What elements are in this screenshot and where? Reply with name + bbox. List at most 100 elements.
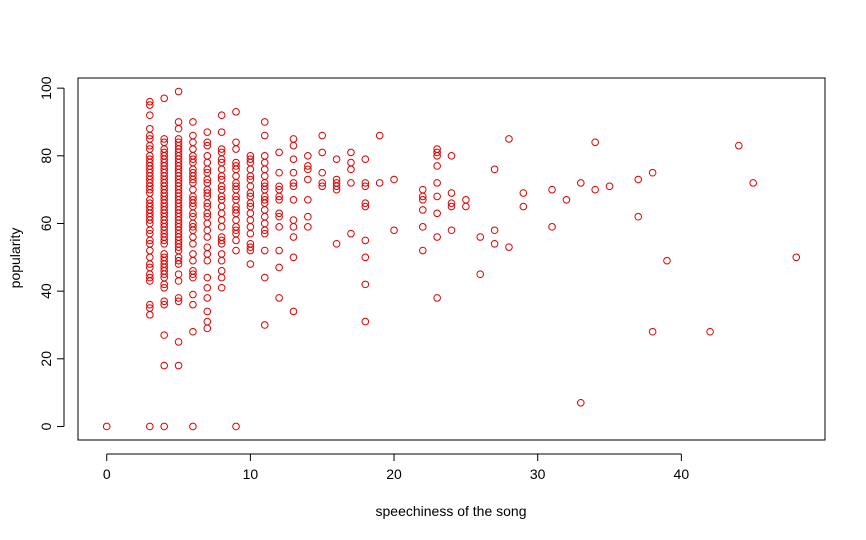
- data-point: [548, 185, 556, 194]
- data-point: [275, 148, 283, 157]
- data-point: [160, 94, 168, 103]
- data-point: [217, 236, 226, 245]
- data-point: [174, 297, 183, 306]
- data-point: [203, 175, 212, 184]
- data-point: [232, 226, 240, 235]
- data-point: [203, 324, 212, 333]
- data-point: [433, 152, 441, 160]
- data-point: [318, 131, 327, 140]
- data-point: [347, 179, 355, 187]
- data-point: [260, 165, 269, 174]
- data-point: [289, 253, 298, 262]
- data-point: [203, 307, 212, 316]
- data-point: [203, 226, 212, 235]
- data-point: [275, 195, 283, 204]
- data-point: [361, 236, 370, 245]
- data-point: [232, 182, 240, 191]
- data-point: [217, 182, 226, 191]
- data-point: [189, 155, 197, 163]
- data-point: [289, 141, 298, 150]
- data-point: [304, 175, 312, 184]
- data-point: [217, 202, 226, 211]
- data-point: [418, 206, 427, 214]
- data-point: [217, 111, 226, 120]
- data-point: [591, 138, 599, 147]
- data-point: [260, 152, 269, 160]
- data-point: [217, 273, 226, 282]
- data-point: [304, 212, 312, 221]
- data-point: [648, 327, 657, 336]
- data-point: [203, 158, 212, 167]
- data-point: [246, 189, 255, 197]
- data-point: [332, 185, 341, 194]
- data-point: [418, 192, 427, 201]
- data-point: [189, 250, 197, 258]
- data-point: [289, 168, 298, 177]
- data-point: [505, 135, 513, 143]
- data-point: [189, 185, 197, 194]
- data-point: [304, 162, 312, 170]
- data-point: [361, 280, 370, 289]
- data-point: [146, 273, 154, 282]
- data-point: [490, 239, 499, 248]
- data-point: [332, 182, 341, 191]
- x-tick-label: 40: [674, 466, 690, 482]
- data-point: [576, 398, 585, 407]
- data-point: [246, 216, 255, 224]
- data-point: [146, 300, 154, 309]
- data-point: [217, 256, 226, 265]
- data-point: [217, 216, 226, 224]
- data-point: [433, 294, 441, 302]
- data-point: [217, 209, 226, 218]
- data-point: [418, 185, 427, 194]
- data-point: [462, 202, 470, 211]
- data-point: [562, 195, 571, 204]
- data-point: [146, 124, 154, 133]
- data-point: [217, 128, 226, 136]
- data-point: [318, 179, 327, 187]
- data-point: [361, 199, 370, 207]
- data-point: [146, 185, 154, 194]
- data-point: [203, 283, 212, 292]
- data-point: [146, 246, 154, 255]
- data-point: [418, 223, 427, 231]
- data-point: [260, 246, 269, 255]
- data-point: [275, 168, 283, 177]
- data-point: [260, 118, 269, 126]
- data-point: [519, 189, 528, 197]
- data-point: [361, 155, 370, 163]
- data-point: [260, 212, 269, 221]
- data-point: [203, 317, 212, 326]
- data-point: [476, 270, 485, 279]
- data-point: [304, 223, 312, 231]
- data-point: [203, 243, 212, 251]
- data-point: [189, 327, 197, 336]
- data-point: [174, 361, 183, 370]
- data-point: [203, 138, 212, 147]
- data-point: [203, 141, 212, 150]
- y-tick-label: 100: [38, 76, 54, 100]
- data-point: [232, 172, 240, 180]
- data-point: [232, 138, 240, 147]
- data-point: [505, 243, 513, 251]
- data-point: [289, 216, 298, 224]
- data-point: [189, 300, 197, 309]
- data-point: [260, 229, 269, 238]
- data-point: [174, 87, 183, 96]
- data-point: [174, 294, 183, 302]
- data-point: [260, 219, 269, 228]
- data-point: [275, 209, 283, 218]
- data-point: [160, 297, 168, 306]
- data-point: [232, 216, 240, 224]
- data-point: [203, 128, 212, 136]
- data-point: [217, 155, 226, 163]
- data-point: [706, 327, 714, 336]
- data-point: [232, 236, 240, 245]
- data-point: [433, 148, 441, 157]
- data-point: [189, 239, 197, 248]
- data-point: [174, 256, 183, 265]
- x-tick-label: 0: [103, 466, 111, 482]
- data-point: [246, 223, 255, 231]
- data-point: [217, 192, 226, 201]
- data-point: [246, 260, 255, 268]
